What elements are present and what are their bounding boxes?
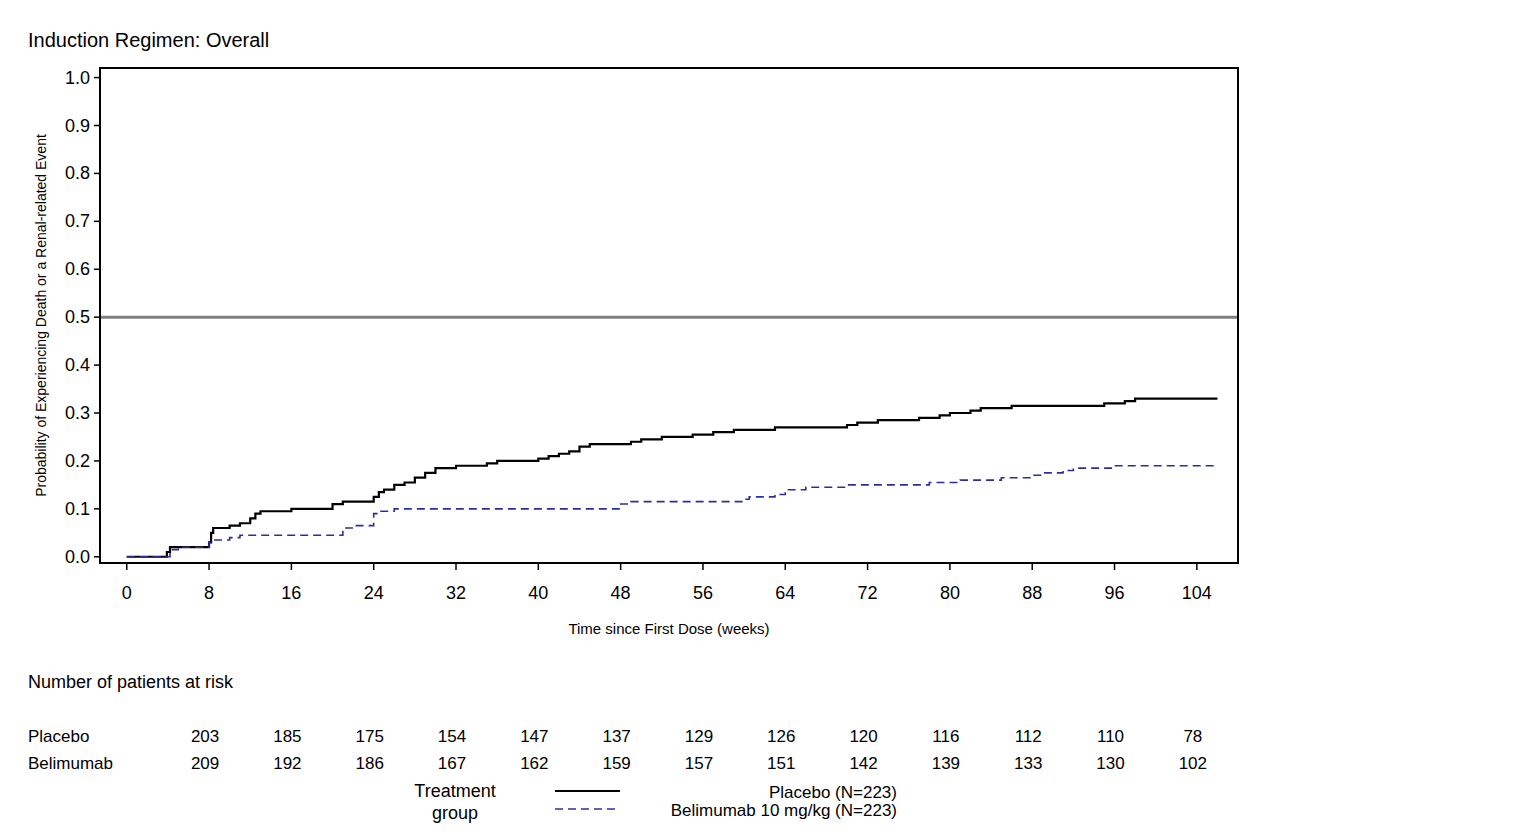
x-tick-label: 80	[940, 583, 960, 603]
x-tick	[291, 563, 293, 570]
x-tick-label: 32	[446, 583, 466, 603]
x-tick-label: 96	[1105, 583, 1125, 603]
risk-value: 78	[1183, 727, 1202, 746]
risk-table-title: Number of patients at risk	[28, 672, 234, 692]
x-tick	[126, 563, 128, 570]
risk-value: 162	[520, 754, 548, 773]
risk-value: 186	[356, 754, 384, 773]
series-line	[127, 466, 1218, 557]
risk-value: 175	[356, 727, 384, 746]
x-tick	[373, 563, 375, 570]
risk-value: 159	[602, 754, 630, 773]
x-tick-label: 0	[122, 583, 132, 603]
plot-frame	[100, 68, 1238, 563]
x-tick-label: 88	[1022, 583, 1042, 603]
x-axis-label: Time since First Dose (weeks)	[568, 620, 769, 637]
y-tick-label: 0.9	[65, 116, 90, 136]
y-axis-label: Probability of Experiencing Death or a R…	[33, 134, 49, 497]
plot-area	[127, 399, 1218, 557]
legend-label: Placebo (N=223)	[769, 783, 897, 802]
title: Induction Regimen: Overall	[28, 29, 269, 51]
risk-value: 147	[520, 727, 548, 746]
y-tick-label: 1.0	[65, 68, 90, 88]
x-tick-label: 48	[611, 583, 631, 603]
y-tick-label: 0.7	[65, 211, 90, 231]
risk-value: 185	[273, 727, 301, 746]
x-tick-label: 8	[204, 583, 214, 603]
risk-value: 151	[767, 754, 795, 773]
legend-swatch	[555, 790, 620, 792]
risk-value: 139	[932, 754, 960, 773]
y-tick-label: 0.3	[65, 403, 90, 423]
risk-row-name: Belimumab	[28, 754, 113, 773]
y-tick-label: 0.1	[65, 499, 90, 519]
x-tick	[1031, 563, 1033, 570]
x-tick-label: 72	[858, 583, 878, 603]
risk-value: 102	[1179, 754, 1207, 773]
risk-value: 167	[438, 754, 466, 773]
y-tick-label: 0.8	[65, 163, 90, 183]
x-tick	[702, 563, 704, 570]
risk-value: 110	[1097, 727, 1124, 746]
risk-value: 154	[438, 727, 466, 746]
y-tick-label: 0.5	[65, 307, 90, 327]
legend-label: Belimumab 10 mg/kg (N=223)	[671, 801, 897, 820]
legend-title: Treatment group	[400, 780, 510, 824]
x-tick-label: 16	[281, 583, 301, 603]
x-tick	[1196, 563, 1198, 570]
x-tick-label: 40	[528, 583, 548, 603]
background	[0, 0, 1530, 834]
legend-swatch	[555, 808, 620, 810]
x-tick	[949, 563, 951, 570]
x-tick-label: 56	[693, 583, 713, 603]
series-line	[127, 399, 1218, 557]
risk-value: 157	[685, 754, 713, 773]
x-tick-label: 104	[1182, 583, 1212, 603]
legend-title-box: Treatment group	[385, 780, 525, 830]
x-tick	[867, 563, 869, 570]
risk-value: 126	[767, 727, 795, 746]
x-tick-label: 24	[364, 583, 384, 603]
y-tick-label: 0.4	[65, 355, 90, 375]
y-tick-label: 0.0	[65, 547, 90, 567]
risk-value: 133	[1014, 754, 1042, 773]
risk-value: 192	[273, 754, 301, 773]
risk-value: 116	[932, 727, 959, 746]
reference-line	[100, 316, 1238, 319]
y-tick-label: 0.6	[65, 259, 90, 279]
x-tick	[455, 563, 457, 570]
risk-value: 209	[191, 754, 219, 773]
risk-value: 120	[849, 727, 877, 746]
x-tick	[1114, 563, 1116, 570]
x-tick	[208, 563, 210, 570]
x-tick-label: 64	[775, 583, 795, 603]
risk-value: 112	[1015, 727, 1042, 746]
risk-value: 130	[1096, 754, 1124, 773]
risk-value: 142	[849, 754, 877, 773]
chart: Induction Regimen: Overall 0.0 0.1 0.2 0.3 0.…	[0, 0, 1530, 834]
risk-value: 129	[685, 727, 713, 746]
x-tick	[620, 563, 622, 570]
risk-value: 137	[602, 727, 630, 746]
x-tick	[538, 563, 540, 570]
risk-row-name: Placebo	[28, 727, 89, 746]
x-tick	[785, 563, 787, 570]
risk-value: 203	[191, 727, 219, 746]
y-tick-label: 0.2	[65, 451, 90, 471]
